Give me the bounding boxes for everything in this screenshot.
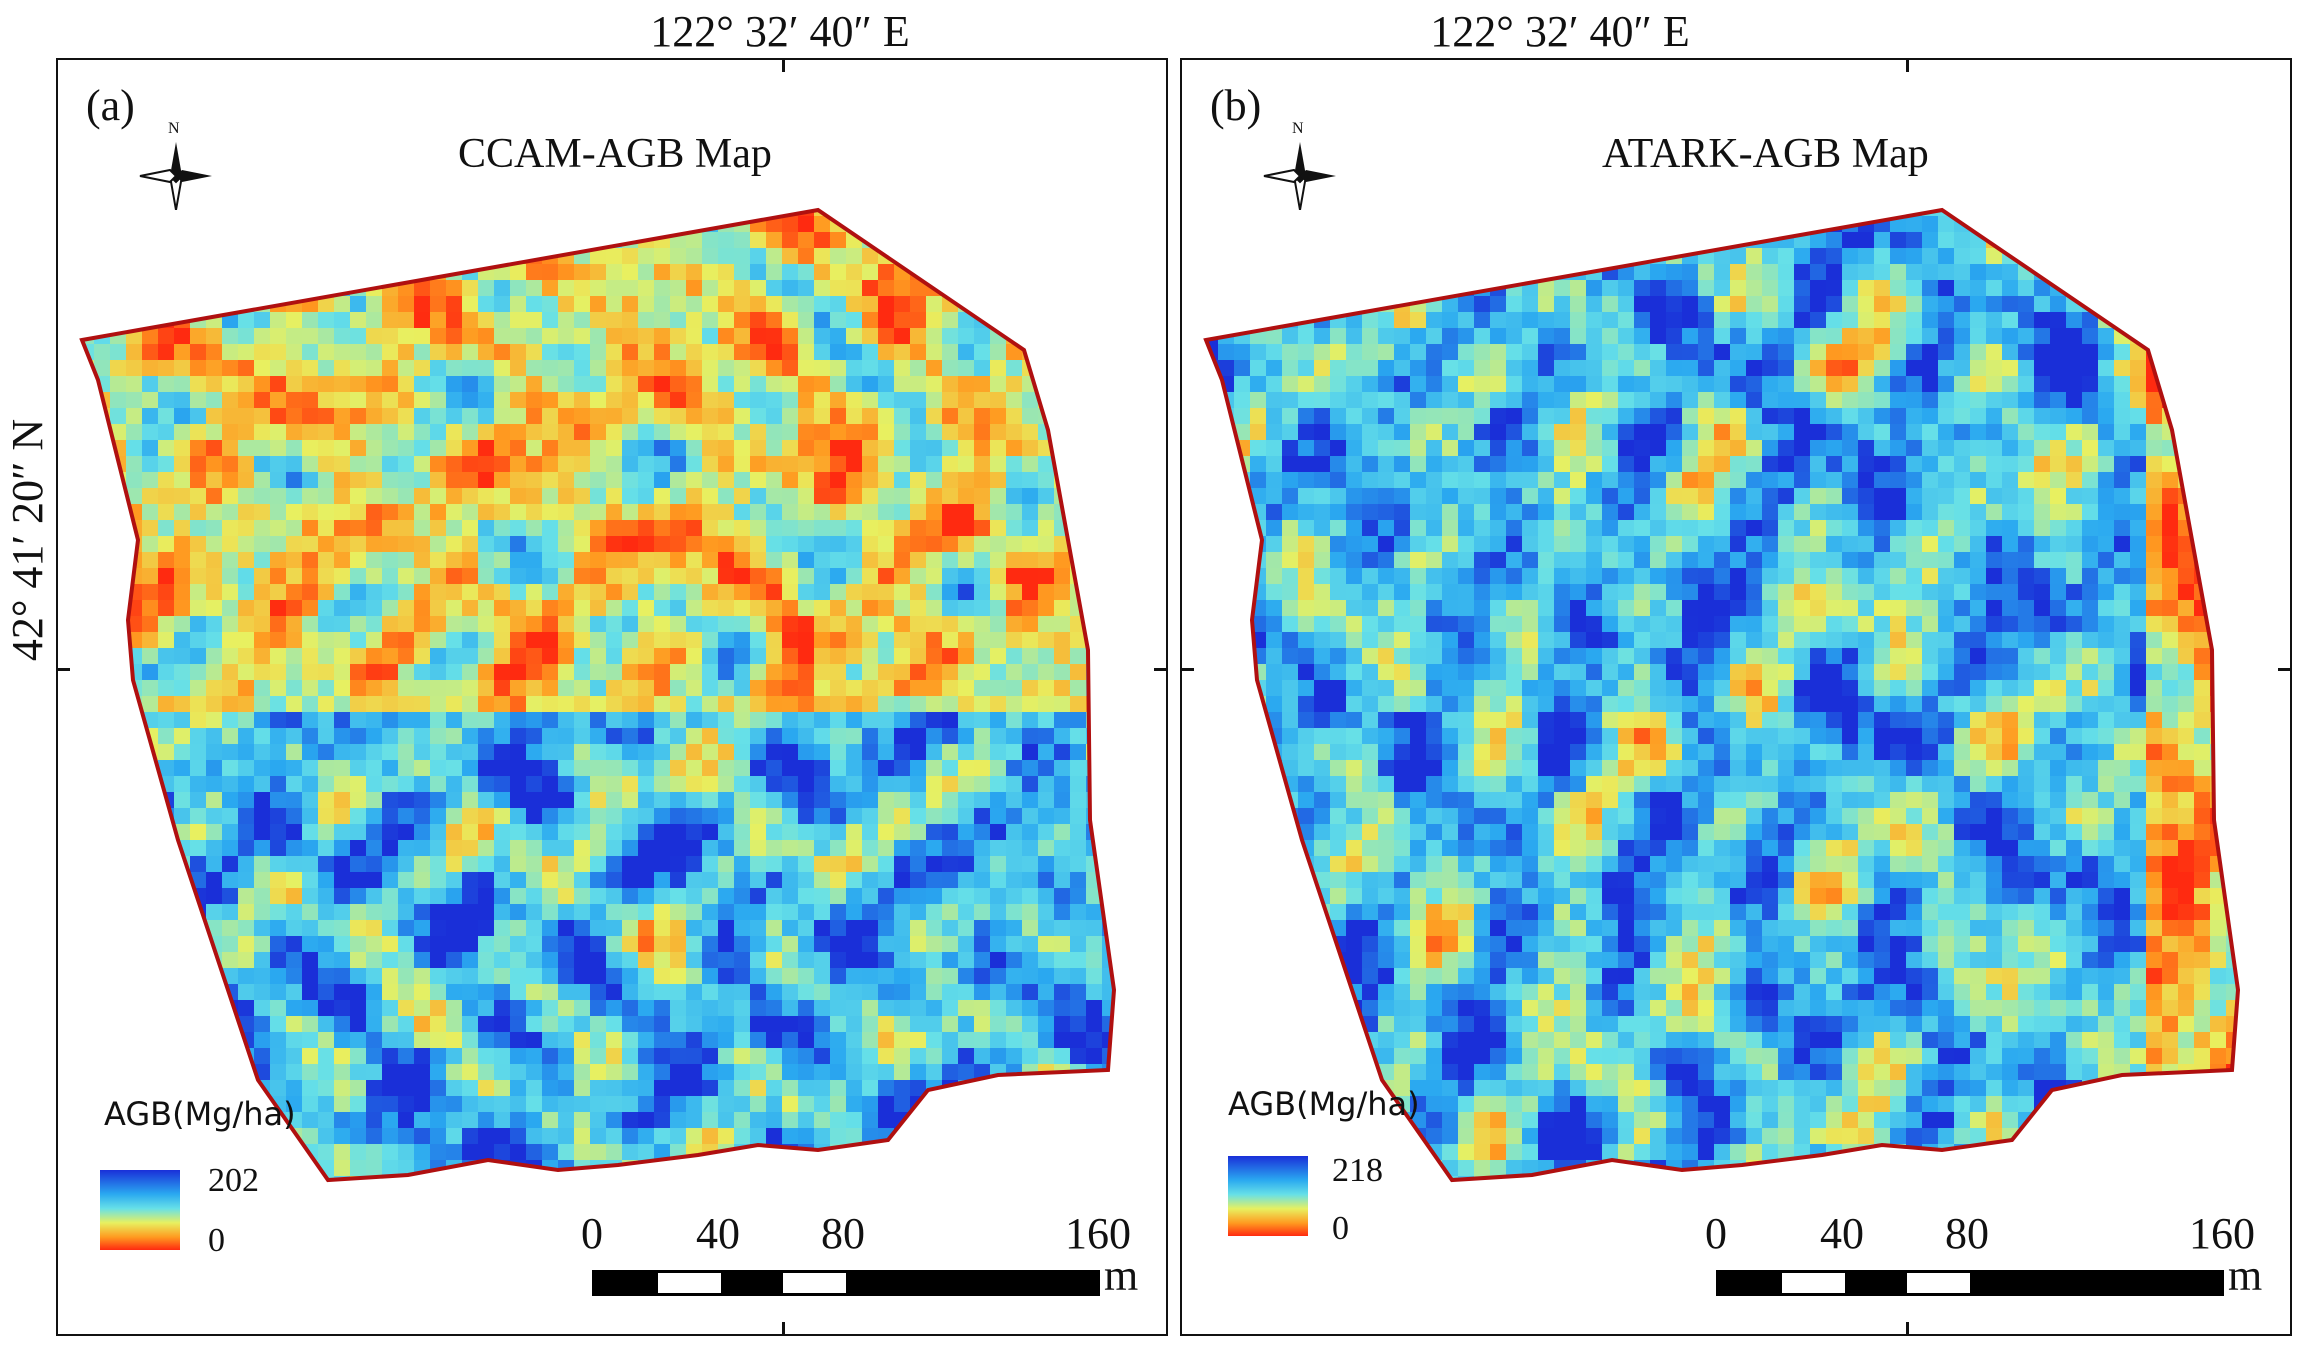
scale-tick-a-160: 160 [1065, 1209, 1131, 1258]
map-title-a: CCAM-AGB Map [458, 131, 772, 177]
scale-tick-a-80: 80 [821, 1209, 865, 1258]
top-tick-b [1906, 58, 1909, 72]
map-title-b: ATARK-AGB Map [1602, 131, 1929, 177]
north-arrow-icon: N [136, 120, 216, 215]
legend-max-b: 218 [1332, 1152, 1383, 1189]
panel-label-b: (b) [1210, 81, 1262, 130]
left-tick-b [1180, 668, 1194, 671]
longitude-label-b: 122° 32′ 40″ E [1430, 7, 1690, 56]
scale-bar-b [1716, 1270, 2224, 1296]
bottom-tick-b [1906, 1322, 1909, 1336]
map-panel-b: (b) N ATARK-AGB Map AGB(Mg/ha) 218 0 0 4… [1180, 58, 2292, 1336]
bottom-tick-a [782, 1322, 785, 1336]
scale-tick-a-0: 0 [581, 1209, 603, 1258]
scale-bar-a [592, 1270, 1100, 1296]
scale-unit-a: m [1104, 1251, 1139, 1300]
latitude-label: 42° 41′ 20″ N [3, 418, 52, 662]
legend-min-a: 0 [208, 1222, 225, 1259]
legend-color-ramp-b [1228, 1156, 1308, 1236]
right-tick-a [1154, 668, 1168, 671]
scale-tick-b-160: 160 [2189, 1209, 2255, 1258]
legend-title-a: AGB(Mg/ha) [104, 1095, 296, 1133]
north-label: N [168, 120, 180, 137]
right-tick-b [2278, 668, 2292, 671]
top-tick-a [782, 58, 785, 72]
left-tick-a [56, 668, 70, 671]
scale-unit-b: m [2228, 1251, 2263, 1300]
legend-color-ramp-a [100, 1170, 180, 1250]
north-arrow-icon: N [1260, 120, 1340, 215]
scale-tick-a-40: 40 [696, 1209, 740, 1258]
map-panel-a: (a) N CCAM-AGB Map AGB(Mg/ha) 202 0 0 40… [56, 58, 1168, 1336]
scale-tick-b-80: 80 [1945, 1209, 1989, 1258]
legend-min-b: 0 [1332, 1210, 1349, 1247]
scale-tick-b-0: 0 [1705, 1209, 1727, 1258]
legend-max-a: 202 [208, 1162, 259, 1199]
panel-label-a: (a) [86, 81, 135, 130]
longitude-label-a: 122° 32′ 40″ E [650, 7, 910, 56]
scale-tick-b-40: 40 [1820, 1209, 1864, 1258]
legend-title-b: AGB(Mg/ha) [1228, 1085, 1420, 1123]
north-label: N [1292, 120, 1304, 137]
agb-raster-map-a [80, 208, 1116, 1182]
agb-raster-map-b [1204, 208, 2240, 1182]
